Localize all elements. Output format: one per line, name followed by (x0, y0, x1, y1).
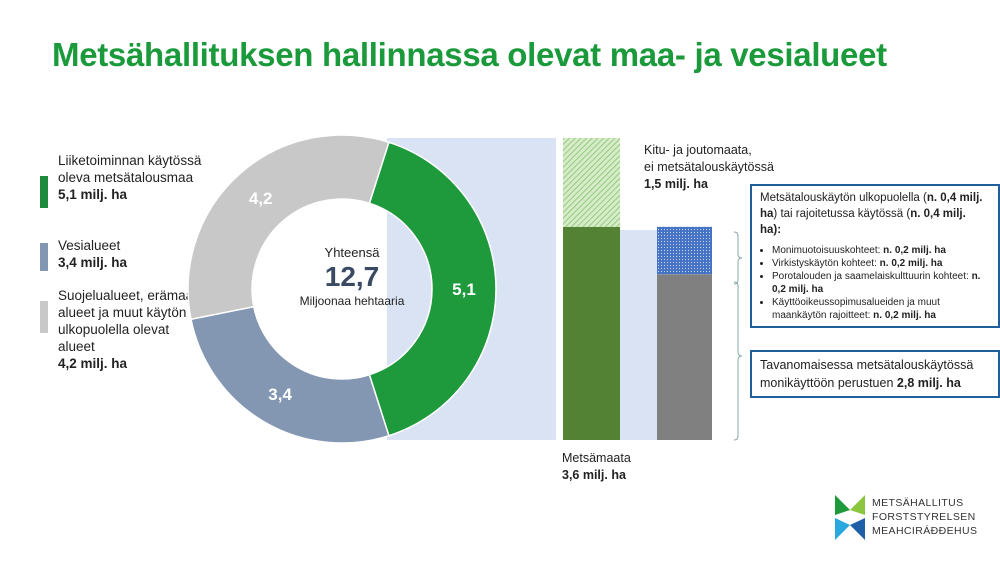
donut-slice (190, 305, 390, 444)
connector-band-2 (620, 230, 657, 440)
legend-value: 4,2 milj. ha (58, 356, 128, 371)
legend-swatch (40, 176, 48, 208)
box1-text: ): (773, 224, 782, 236)
legend-text: Vesialueet (58, 238, 121, 253)
bar-segment (657, 274, 712, 440)
kitu-line1: Kitu- ja joutomaata, (644, 143, 752, 157)
legend-value: 3,4 milj. ha (58, 255, 128, 270)
metsa-label: Metsämaata 3,6 milj. ha (562, 450, 631, 484)
bar-segment (563, 226, 620, 440)
legend-swatch (40, 243, 48, 271)
list-item: Monimuotoisuuskohteet: n. 0,2 milj. ha (772, 244, 990, 257)
legend-item-protected: Suojelualueet, erämaa-alueet ja muut käy… (40, 287, 208, 372)
kitu-line2: ei metsätalouskäytössä (644, 160, 774, 174)
donut-center: Yhteensä 12,7 Miljoonaa hehtaaria (292, 245, 412, 308)
donut-slice (187, 134, 390, 321)
box2-bold: 2,8 milj. ha (896, 376, 961, 390)
breakdown-bars (563, 138, 712, 440)
donut-slice (368, 141, 497, 437)
legend-text: Suojelualueet, erämaa-alueet ja muut käy… (58, 288, 198, 354)
donut-chart: 5,1 3,4 4,2 (187, 134, 497, 444)
logo-line: FORSTSTYRELSEN (872, 511, 976, 523)
legend-swatch (40, 301, 48, 333)
slice-label: 4,2 (249, 189, 273, 208)
center-unit: Miljoonaa hehtaaria (299, 294, 405, 308)
list-item: Virkistyskäytön kohteet: n. 0,2 milj. ha (772, 257, 990, 270)
metsa-value: 3,6 milj. ha (562, 468, 626, 482)
slice-label: 3,4 (268, 385, 292, 404)
box1-bold: n. 0,4 milj. ha (760, 208, 966, 236)
legend-item-water: Vesialueet 3,4 milj. ha (40, 237, 127, 271)
metsa-text: Metsämaata (562, 451, 631, 465)
logo (835, 495, 865, 540)
box1-text: Metsätalouskäytön ulkopuolella ( (760, 192, 927, 204)
center-label: Yhteensä (324, 245, 380, 260)
kitu-value: 1,5 milj. ha (644, 177, 708, 191)
bar-segment (563, 138, 620, 227)
brace-restricted (733, 231, 743, 285)
box2-text: Tavanomaisessa metsätalouskäytössä monik… (760, 358, 974, 390)
logo-line: MEAHCIRÁĐĐEHUS (872, 525, 978, 537)
page-title: Metsähallituksen hallinnassa olevat maa-… (52, 36, 887, 73)
list-item: Porotalouden ja saamelaiskulttuurin koht… (772, 270, 990, 296)
slice-label: 5,1 (452, 280, 476, 299)
box1-bold: n. 0,4 milj. ha (760, 192, 983, 220)
restricted-use-box: Metsätalouskäytön ulkopuolella (n. 0,4 m… (750, 184, 1000, 328)
brace-normal (733, 281, 743, 441)
kitu-label: Kitu- ja joutomaata, ei metsätalouskäytö… (644, 142, 774, 193)
logo-line: METSÄHALLITUS (872, 497, 964, 509)
center-value: 12,7 (324, 261, 380, 292)
logo-text: METSÄHALLITUS FORSTSTYRELSEN MEAHCIRÁĐĐE… (872, 496, 977, 538)
list-item: Käyttöoikeussopimusalueiden ja muut maan… (772, 296, 990, 322)
legend-value: 5,1 milj. ha (58, 187, 128, 202)
legend-item-forest: Liiketoiminnan käytössä oleva metsätalou… (40, 152, 208, 208)
legend-text: Liiketoiminnan käytössä oleva metsätalou… (58, 153, 202, 185)
bar-segment (657, 226, 712, 275)
normal-use-box: Tavanomaisessa metsätalouskäytössä monik… (750, 350, 1000, 398)
box1-text: ) tai rajoitetussa käytössä ( (773, 208, 911, 220)
